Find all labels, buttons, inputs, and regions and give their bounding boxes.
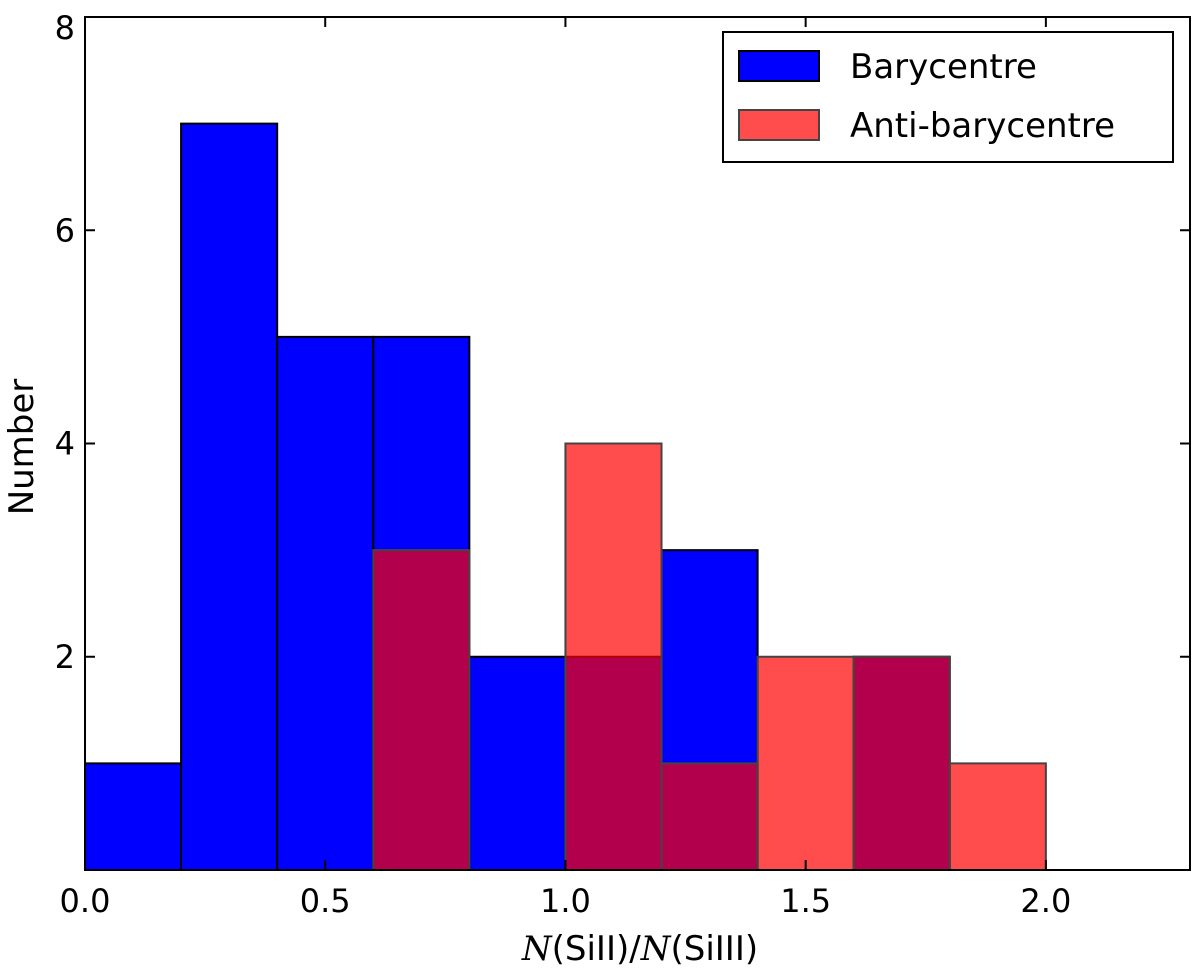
y-tick-label: 8: [55, 9, 75, 47]
legend: Barycentre Anti-barycentre: [722, 31, 1174, 163]
bar-barycentre-2: [276, 335, 375, 871]
x-axis-label: N(SiII)/N(SiIII): [521, 929, 758, 969]
axis-ticks: [84, 16, 1190, 870]
y-tick-label: 4: [55, 425, 75, 463]
bar-barycentre-1: [180, 122, 279, 871]
bar-anti-barycentre-9: [948, 762, 1047, 871]
bar-anti-barycentre-5: [564, 442, 663, 871]
y-axis-label: Number: [2, 379, 42, 516]
x-tick-label: 0.5: [300, 882, 351, 920]
bar-anti-barycentre-6: [660, 762, 759, 871]
x-tick-label: 1.5: [780, 882, 831, 920]
bar-barycentre-4: [468, 655, 567, 871]
legend-label-barycentre: Barycentre: [850, 47, 1037, 87]
y-tick-label: 2: [55, 638, 75, 676]
x-tick-label: 1.0: [540, 882, 591, 920]
bar-anti-barycentre-3: [372, 549, 471, 871]
bar-anti-barycentre-8: [852, 655, 951, 871]
bar-barycentre-0: [84, 762, 183, 871]
legend-label-anti-barycentre: Anti-barycentre: [850, 106, 1115, 146]
x-tick-label: 2.0: [1020, 882, 1071, 920]
x-tick-labels: 0.0 0.5 1.0 1.5 2.0: [60, 882, 1072, 920]
bar-anti-barycentre-7: [756, 655, 855, 871]
x-tick-label: 0.0: [60, 882, 111, 920]
legend-swatch-anti-barycentre: [738, 109, 820, 141]
legend-swatch-barycentre: [738, 50, 820, 82]
y-tick-labels: 2 4 6 8: [55, 9, 75, 676]
y-tick-label: 6: [55, 211, 75, 249]
